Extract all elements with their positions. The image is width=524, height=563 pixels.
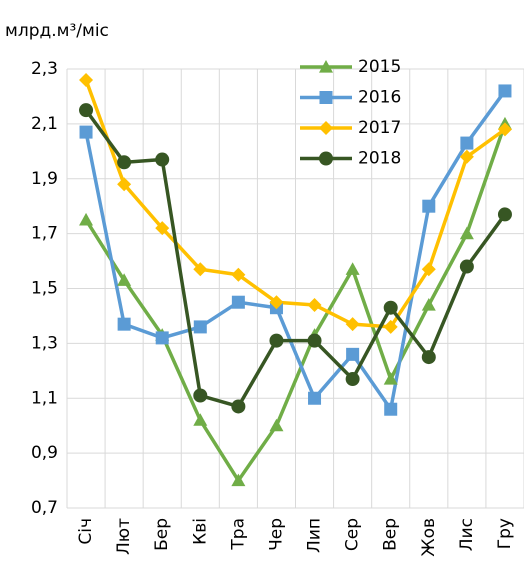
marker: [346, 347, 360, 361]
y-tick-label: 1,7: [31, 224, 58, 244]
legend-label: 2017: [358, 118, 401, 138]
y-tick-label: 1,1: [31, 388, 58, 408]
marker: [79, 212, 94, 226]
marker: [497, 122, 512, 137]
marker: [460, 136, 474, 150]
y-tick-label: 1,5: [31, 279, 58, 299]
x-tick-label: Лют: [114, 518, 134, 555]
legend-marker: [319, 151, 333, 166]
marker: [498, 84, 512, 98]
marker: [79, 103, 94, 118]
marker: [422, 199, 436, 213]
x-tick-label: Чер: [266, 518, 286, 551]
x-tick-label: Вер: [381, 518, 401, 551]
legend-marker: [319, 121, 333, 135]
x-tick-label: Гру: [495, 518, 515, 549]
x-tick-label: Бер: [152, 518, 172, 551]
x-tick-label: Лип: [305, 518, 325, 553]
y-tick-label: 1,3: [31, 333, 58, 353]
marker: [269, 295, 284, 310]
marker: [269, 333, 284, 348]
marker: [193, 320, 207, 334]
marker: [345, 372, 360, 387]
marker: [459, 149, 474, 164]
x-tick-label: Сер: [343, 518, 363, 551]
legend-label: 2016: [358, 88, 401, 108]
marker: [497, 207, 512, 222]
series-line: [84, 123, 507, 483]
marker: [345, 262, 360, 275]
marker: [307, 297, 322, 312]
y-tick-label: 0,7: [31, 498, 58, 518]
marker: [117, 273, 132, 286]
marker: [269, 418, 284, 432]
marker: [117, 317, 131, 331]
x-tick-label: Січ: [76, 518, 96, 545]
legend-label: 2015: [358, 57, 401, 77]
marker: [117, 155, 132, 170]
marker: [308, 391, 322, 405]
legend-marker: [319, 60, 333, 73]
x-tick-label: Тра: [228, 518, 248, 551]
legend-label: 2018: [358, 149, 401, 169]
chart-title: млрд.м³/міс: [5, 21, 109, 41]
series-line: [84, 79, 506, 329]
marker: [231, 295, 245, 309]
marker: [117, 177, 132, 192]
marker: [383, 300, 398, 315]
marker: [383, 372, 398, 385]
marker: [307, 333, 322, 348]
marker: [231, 267, 246, 282]
marker: [231, 399, 246, 414]
marker: [155, 221, 170, 236]
x-tick-label: Жов: [419, 518, 439, 557]
x-tick-label: Лис: [457, 518, 477, 551]
marker: [193, 413, 208, 426]
y-tick-label: 2,1: [31, 114, 58, 134]
marker: [155, 331, 169, 345]
marker: [383, 319, 398, 334]
marker: [459, 259, 474, 274]
marker: [345, 317, 360, 332]
marker: [421, 350, 436, 365]
marker: [193, 388, 208, 403]
marker: [79, 72, 94, 87]
y-tick-label: 0,9: [31, 443, 58, 463]
marker: [459, 226, 474, 240]
marker: [79, 125, 93, 139]
y-tick-label: 2,3: [31, 59, 58, 79]
marker: [384, 402, 398, 416]
marker: [193, 262, 208, 277]
y-tick-label: 1,9: [31, 169, 58, 189]
x-tick-label: Кві: [190, 518, 210, 545]
marker: [421, 262, 436, 277]
marker: [155, 152, 170, 167]
marker: [421, 297, 436, 311]
marker: [231, 473, 246, 487]
legend-marker: [319, 91, 333, 104]
